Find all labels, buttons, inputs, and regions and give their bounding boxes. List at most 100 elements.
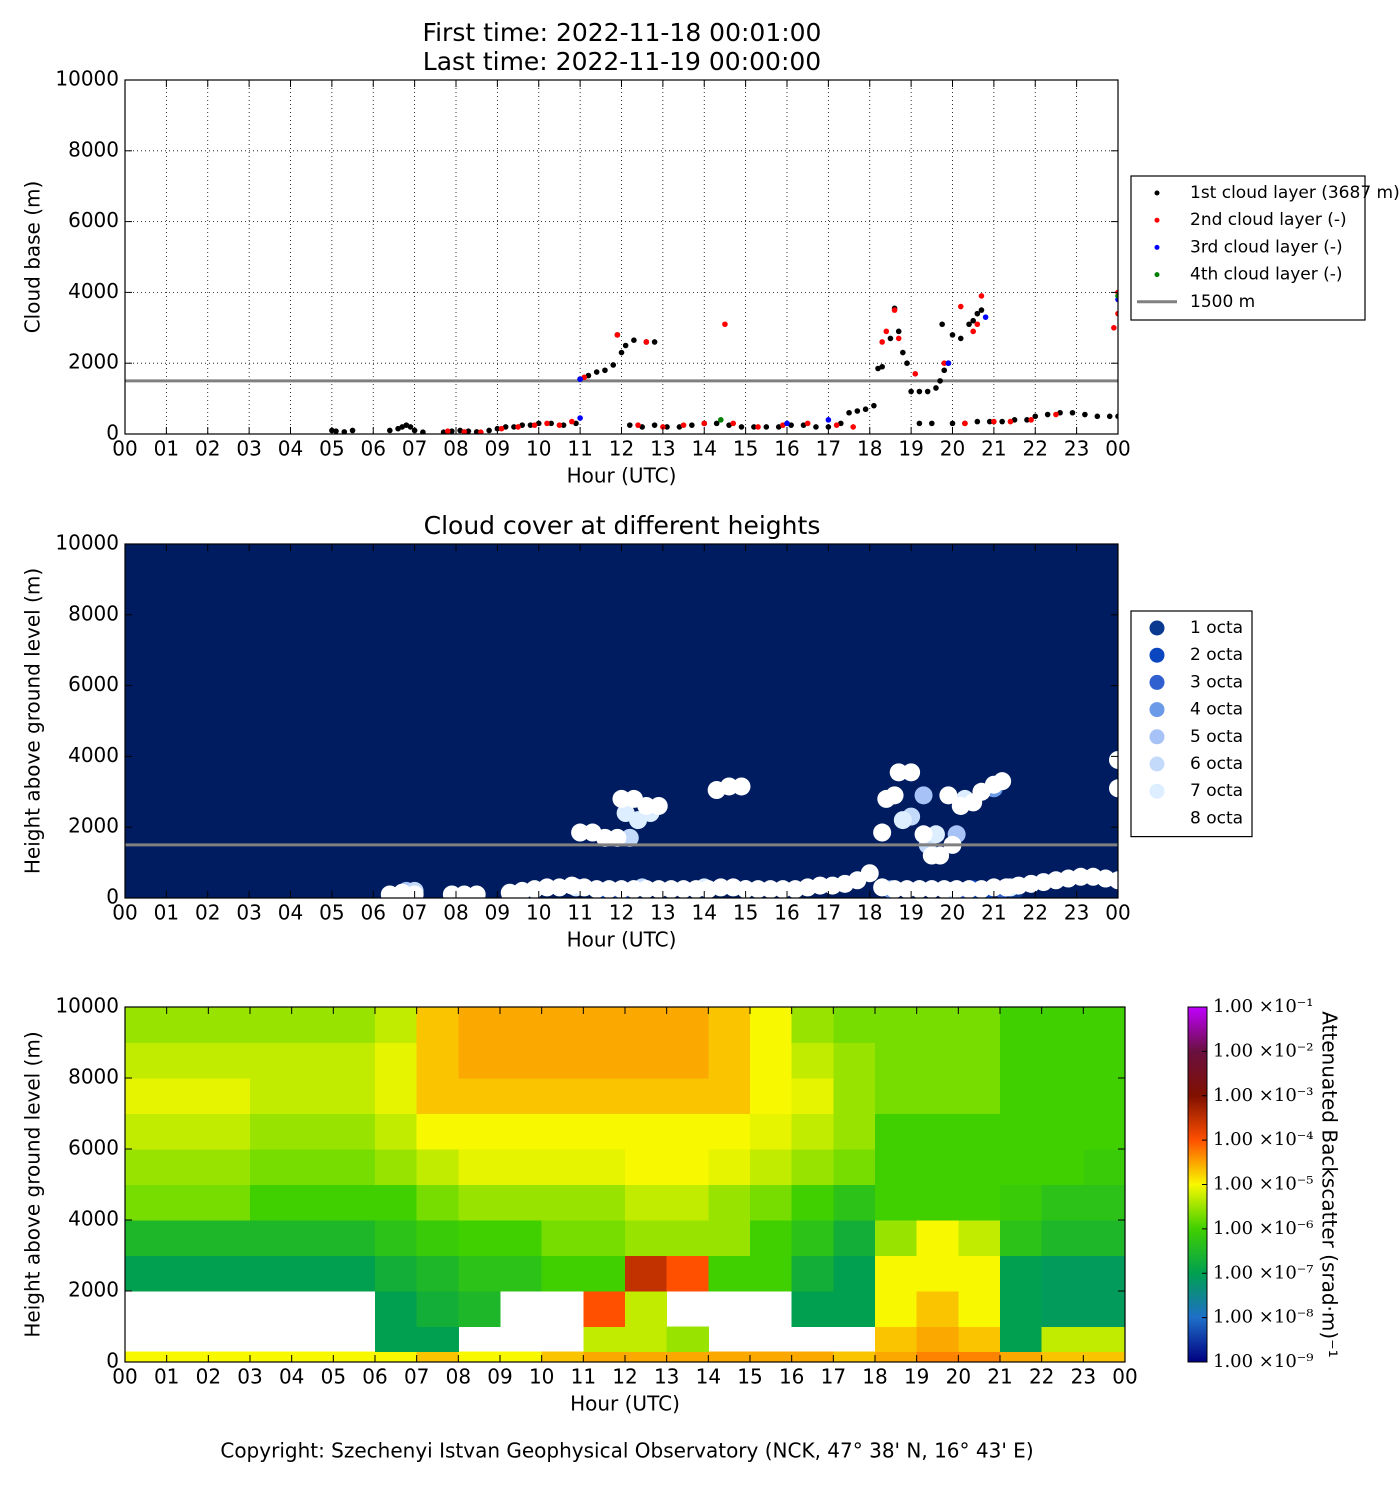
heatmap-cell [166,1113,209,1150]
heatmap-cell [916,1220,959,1256]
heatmap-cell [416,1007,459,1043]
data-point [935,880,954,898]
heatmap-cell [750,1078,793,1114]
heatmap-cell [250,1078,293,1114]
heatmap-cell [125,1255,168,1292]
heatmap-cell [1000,1007,1043,1043]
heatmap-cell [333,1113,376,1150]
data-point [854,408,861,414]
data-point [349,427,356,434]
data-point [804,420,811,427]
data-point [873,823,892,842]
data-point [914,825,933,844]
data-point [957,303,964,310]
data-point [701,420,708,427]
data-point [618,349,625,356]
plot-layer [125,80,1118,434]
heatmap-cell [833,1078,876,1114]
data-point [387,427,393,434]
data-point [593,369,600,375]
heatmap-cell [583,1351,626,1362]
heatmap-cell [208,1078,251,1114]
x-axis-label: Hour (UTC) [567,928,677,952]
heatmap-cell [1041,1184,1084,1221]
data-point [889,763,908,782]
heatmap-cell [791,1042,834,1079]
data-point [1094,413,1101,420]
heatmap-cell [250,1255,293,1292]
heatmap-cell [625,1042,668,1079]
heatmap-cell [1083,1042,1125,1079]
data-point [643,339,650,345]
x-tick-label: 18 [862,1365,887,1389]
x-tick-label: 14 [692,437,717,461]
data-point [600,880,619,898]
heatmap-cell [416,1113,459,1150]
x-tick-label: 16 [779,1365,804,1389]
heatmap-cell [166,1007,209,1043]
legend-label: 1st cloud layer (3687 m) [1190,183,1400,203]
data-point [974,418,981,425]
data-point [939,786,958,805]
legend-marker [1149,729,1165,745]
data-point [926,825,945,844]
heatmap-cell [250,1220,293,1256]
heatmap-cell [916,1184,959,1221]
heatmap-cell [375,1291,418,1327]
chart-title: Cloud cover at different heights [424,511,821,540]
heatmap-cell [125,1042,168,1079]
heatmap-cell [875,1220,918,1256]
heatmap-cell [541,1113,584,1150]
heatmap-cell [958,1351,1001,1362]
heatmap-cell [875,1078,918,1114]
heatmap-cell [583,1291,626,1327]
heatmap-cell [875,1149,918,1185]
heatmap-cell [500,1220,543,1256]
legend-marker [1149,674,1165,690]
data-point [689,422,695,428]
heatmap-cell [458,1007,501,1043]
heatmap-cell [625,1149,668,1185]
data-point [949,420,956,427]
heatmap-cell [416,1184,459,1221]
heatmap-cell [1000,1113,1043,1150]
y-tick-label: 2000 [68,1278,119,1302]
data-point [1032,413,1039,420]
data-point [751,424,757,430]
heatmap-cell [750,1184,793,1221]
x-tick-label: 14 [696,1365,721,1389]
data-point [651,339,658,345]
heatmap-cell [791,1291,834,1327]
colorbar-tick-label: 1.00 ×10⁻⁹ [1213,1351,1314,1372]
heatmap-cell [250,1042,293,1079]
data-point [941,360,948,367]
heatmap-cell [583,1149,626,1185]
heatmap-cell [375,1220,418,1256]
heatmap-cell [625,1291,668,1327]
y-tick-label: 6000 [68,1136,119,1160]
heatmap-cell [125,1184,168,1221]
data-point [984,878,1003,897]
x-tick-label: 08 [443,901,468,925]
x-tick-label: 16 [774,901,799,925]
x-tick-label: 10 [526,901,551,925]
heatmap-cell [1000,1149,1043,1185]
data-point [626,422,633,428]
data-point [407,424,414,430]
legend-label: 8 octa [1190,808,1243,828]
heatmap-cell [1083,1078,1125,1114]
heatmap-cell [625,1255,668,1292]
y-tick-label: 2000 [68,814,119,838]
heatmap-cell [500,1184,543,1221]
legend-label: 1500 m [1190,292,1255,312]
heatmap-cell [333,1255,376,1292]
heatmap-cell [1083,1255,1125,1292]
heatmap-cell [125,1351,168,1362]
x-axis-label: Hour (UTC) [567,464,677,488]
y-tick-label: 8000 [68,601,119,625]
heatmap-cell [208,1042,251,1079]
heatmap-cell [750,1351,793,1362]
heatmap-cell [750,1042,793,1079]
